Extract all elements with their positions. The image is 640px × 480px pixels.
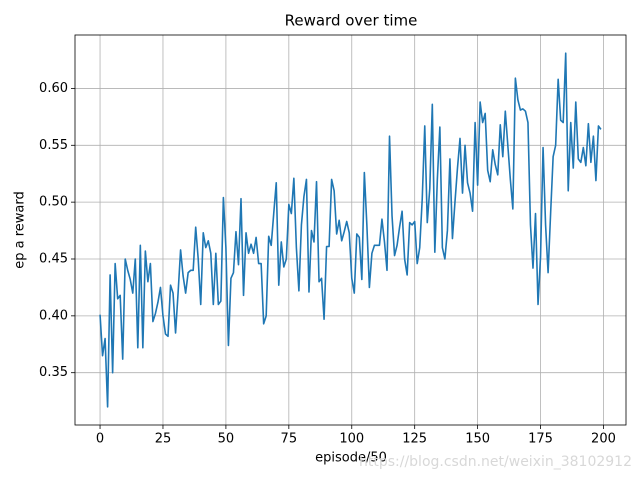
x-tick-label: 0	[96, 432, 104, 447]
x-axis-label: episode/50	[315, 451, 387, 466]
plot-frame	[74, 34, 627, 426]
x-tick-label: 200	[591, 432, 616, 447]
y-tick-label: 0.50	[39, 195, 68, 210]
x-tick-label: 75	[281, 432, 298, 447]
x-tick-label: 100	[339, 432, 364, 447]
chart-title: Reward over time	[285, 12, 418, 30]
y-tick-label: 0.60	[39, 81, 68, 96]
watermark: https://blog.csdn.net/weixin_38102912	[359, 454, 632, 470]
y-tick-label: 0.45	[39, 251, 68, 266]
y-tick-label: 0.35	[39, 365, 68, 380]
x-tick-label: 25	[155, 432, 172, 447]
y-axis-label: ep a reward	[13, 191, 28, 269]
y-tick-label: 0.55	[39, 138, 68, 153]
x-tick-label: 175	[528, 432, 553, 447]
x-tick-label: 125	[402, 432, 427, 447]
line-series	[99, 52, 602, 408]
x-tick-label: 50	[218, 432, 235, 447]
y-tick-label: 0.40	[39, 308, 68, 323]
x-tick-label: 150	[465, 432, 490, 447]
